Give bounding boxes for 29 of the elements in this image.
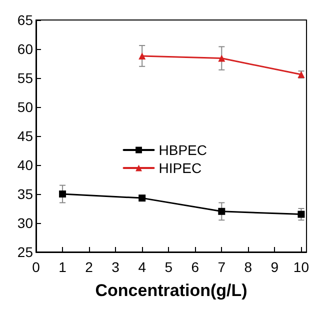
point	[138, 52, 146, 60]
x-tick-label: 1	[58, 259, 67, 275]
x-tick-label: 4	[138, 259, 146, 275]
x-tick-label: 9	[270, 259, 279, 275]
x-tick-label: 5	[164, 259, 173, 275]
y-tick-label: 55	[17, 70, 34, 86]
y-tick-label: 40	[17, 157, 34, 173]
x-tick-label: 3	[112, 259, 120, 275]
legend-label: HIPEC	[158, 160, 202, 176]
point	[218, 208, 226, 215]
point	[138, 194, 146, 202]
x-tick-label: 0	[32, 259, 40, 275]
x-tick-label: 8	[244, 259, 252, 275]
x-tick-label: 7	[218, 259, 226, 275]
x-tick-label: 2	[85, 259, 94, 275]
y-tick-label: 25	[17, 244, 34, 260]
y-tick-label: 50	[17, 99, 34, 115]
point	[298, 210, 305, 218]
x-axis-title: Concentration(g/L)	[95, 281, 248, 300]
y-tick-label: 35	[17, 186, 34, 202]
y-tick-label: 65	[17, 12, 34, 28]
point	[59, 190, 66, 198]
x-tick-label: 6	[191, 259, 200, 275]
y-tick-label: 45	[17, 128, 34, 144]
point	[218, 54, 226, 62]
y-tick-label: 30	[17, 215, 34, 231]
x-tick-label: 10	[293, 259, 310, 275]
y-tick-label: 60	[17, 41, 34, 57]
legend-label: HBPEC	[158, 142, 207, 158]
